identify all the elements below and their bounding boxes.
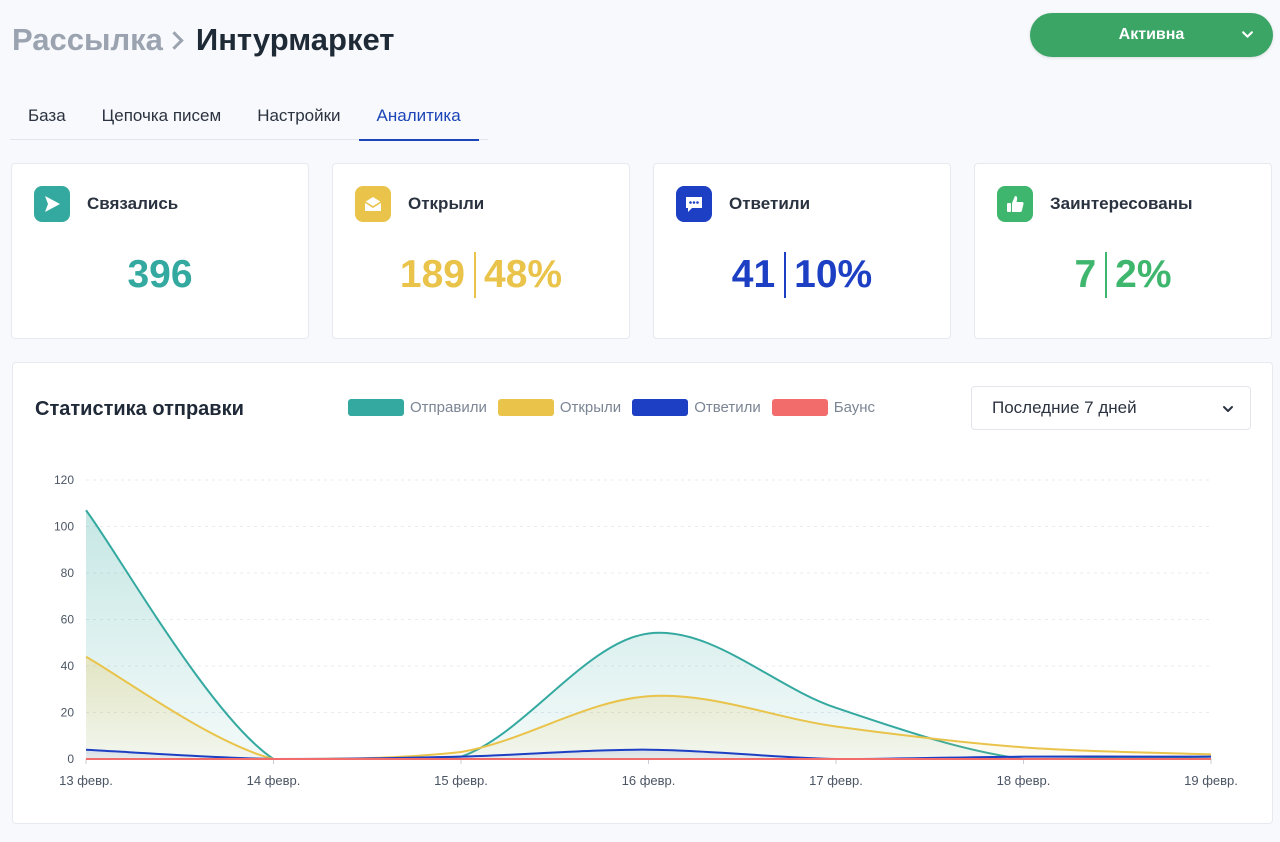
stat-value: 189	[399, 253, 465, 296]
chat-icon	[676, 186, 712, 222]
stat-card-opened: Открыли 189 48%	[332, 163, 630, 339]
x-tick-label: 19 февр.	[1184, 773, 1238, 788]
y-tick-label: 0	[67, 752, 74, 766]
legend-item-opened[interactable]: Открыли	[497, 399, 622, 416]
tab-base[interactable]: База	[28, 106, 66, 125]
status-dropdown-button[interactable]: Активна	[1030, 13, 1273, 57]
stat-title: Связались	[87, 194, 179, 213]
legend-swatch	[497, 399, 554, 416]
y-tick-label: 80	[61, 566, 75, 580]
tab-settings[interactable]: Настройки	[257, 106, 341, 125]
series-area-1	[86, 656, 1211, 759]
legend-label: Баунс	[833, 399, 876, 416]
value-divider	[1105, 252, 1108, 298]
x-tick-label: 18 февр.	[997, 773, 1051, 788]
envelope-icon	[355, 186, 391, 222]
date-range-select[interactable]: Последние 7 дней	[971, 386, 1251, 430]
stat-card-interested: Заинтересованы 7 2%	[974, 163, 1272, 339]
y-tick-label: 100	[54, 520, 74, 534]
legend-item-bounce[interactable]: Баунс	[771, 399, 876, 416]
x-tick-label: 17 февр.	[809, 773, 863, 788]
x-tick-label: 13 февр.	[59, 773, 113, 788]
stat-title: Заинтересованы	[1050, 194, 1193, 213]
chart-title: Статистика отправки	[35, 398, 244, 420]
value-divider	[784, 252, 787, 298]
stat-card-contacted: Связались 396	[11, 163, 309, 339]
tab-email-chain[interactable]: Цепочка писем	[101, 106, 222, 125]
chevron-down-icon	[1242, 31, 1253, 38]
send-icon	[34, 186, 70, 222]
stat-value: 7	[1074, 253, 1097, 296]
stat-value: 41	[731, 253, 776, 296]
value-divider	[474, 252, 476, 298]
legend-item-sent[interactable]: Отправили	[348, 399, 487, 416]
stat-value: 396	[127, 253, 193, 296]
tab-analytics[interactable]: Аналитика	[358, 96, 479, 141]
series-area-0	[86, 510, 1211, 759]
chart-legend: Отправили Открыли Ответили Баунс	[348, 399, 886, 416]
legend-label: Ответили	[694, 399, 761, 416]
stat-percent: 2%	[1115, 253, 1172, 296]
stat-card-replied: Ответили 41 10%	[653, 163, 951, 339]
stat-title: Открыли	[408, 194, 485, 213]
status-label: Активна	[1118, 26, 1185, 43]
thumbs-up-icon	[997, 186, 1033, 222]
stat-percent: 10%	[794, 253, 873, 296]
x-tick-label: 15 февр.	[434, 773, 488, 788]
breadcrumb-root-link[interactable]: Рассылка	[12, 22, 163, 57]
legend-swatch	[771, 399, 828, 416]
date-range-value: Последние 7 дней	[992, 398, 1137, 417]
chevron-right-icon	[165, 30, 184, 50]
chevron-down-icon	[1223, 406, 1233, 412]
y-tick-label: 60	[61, 613, 75, 627]
x-tick-label: 16 февр.	[622, 773, 676, 788]
y-tick-label: 40	[61, 659, 75, 673]
legend-label: Отправили	[410, 399, 487, 416]
series-area-2	[86, 749, 1211, 759]
stat-title: Ответили	[729, 194, 811, 213]
tab-bar: База Цепочка писем Настройки Аналитика	[10, 96, 488, 141]
x-tick-label: 14 февр.	[247, 773, 301, 788]
stat-percent: 48%	[484, 253, 563, 296]
page-title: Интурмаркет	[195, 22, 395, 57]
legend-item-replied[interactable]: Ответили	[632, 399, 761, 416]
y-tick-label: 20	[61, 706, 75, 720]
breadcrumb: Рассылка Интурмаркет	[12, 18, 394, 62]
legend-swatch	[632, 399, 689, 416]
legend-swatch	[348, 399, 404, 416]
send-stats-panel: 0 20 40 60 80 100 120 13 февр. 14 февр. 15 февр. 1…	[12, 362, 1273, 824]
area-chart: 0 20 40 60 80 100 120 13 февр. 14 февр. 15 февр. 1…	[54, 473, 1238, 788]
legend-label: Открыли	[559, 399, 622, 416]
y-tick-label: 120	[54, 473, 74, 487]
